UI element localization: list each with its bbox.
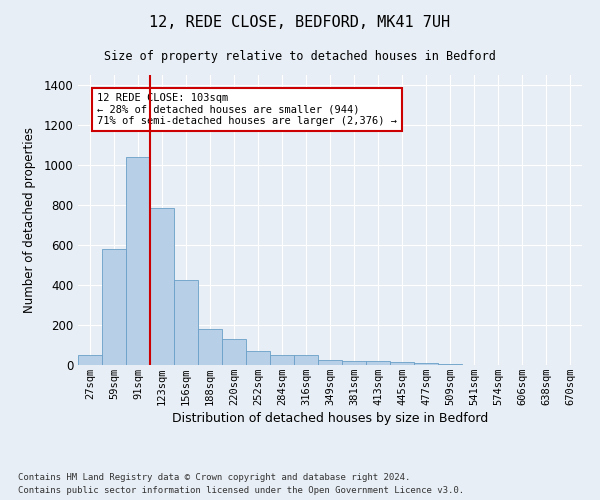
Bar bbox=[78, 355, 102, 365]
Bar bbox=[150, 208, 174, 365]
Bar bbox=[318, 360, 342, 365]
Bar bbox=[246, 351, 270, 365]
Bar bbox=[438, 364, 462, 365]
Bar bbox=[366, 361, 390, 365]
Bar bbox=[222, 340, 246, 365]
Text: 12, REDE CLOSE, BEDFORD, MK41 7UH: 12, REDE CLOSE, BEDFORD, MK41 7UH bbox=[149, 15, 451, 30]
Bar bbox=[294, 355, 318, 365]
Text: Contains HM Land Registry data © Crown copyright and database right 2024.: Contains HM Land Registry data © Crown c… bbox=[18, 474, 410, 482]
X-axis label: Distribution of detached houses by size in Bedford: Distribution of detached houses by size … bbox=[172, 412, 488, 425]
Bar bbox=[198, 329, 222, 365]
Bar bbox=[342, 360, 366, 365]
Y-axis label: Number of detached properties: Number of detached properties bbox=[23, 127, 37, 313]
Text: 12 REDE CLOSE: 103sqm
← 28% of detached houses are smaller (944)
71% of semi-det: 12 REDE CLOSE: 103sqm ← 28% of detached … bbox=[97, 93, 397, 126]
Bar bbox=[270, 354, 294, 365]
Bar bbox=[174, 280, 198, 365]
Bar bbox=[126, 157, 150, 365]
Text: Size of property relative to detached houses in Bedford: Size of property relative to detached ho… bbox=[104, 50, 496, 63]
Bar bbox=[414, 364, 438, 365]
Bar bbox=[390, 362, 414, 365]
Text: Contains public sector information licensed under the Open Government Licence v3: Contains public sector information licen… bbox=[18, 486, 464, 495]
Bar bbox=[102, 250, 126, 365]
